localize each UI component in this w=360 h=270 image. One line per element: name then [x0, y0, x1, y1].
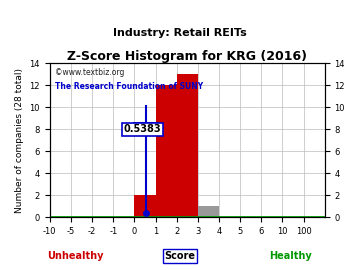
Text: The Research Foundation of SUNY: The Research Foundation of SUNY [55, 82, 203, 91]
Text: Score: Score [165, 251, 195, 261]
Text: ©www.textbiz.org: ©www.textbiz.org [55, 68, 125, 77]
Bar [156, 85, 177, 217]
Text: Industry: Retail REITs: Industry: Retail REITs [113, 28, 247, 38]
Text: Healthy: Healthy [269, 251, 311, 261]
Y-axis label: Number of companies (28 total): Number of companies (28 total) [15, 68, 24, 213]
Text: 0.5383: 0.5383 [124, 124, 161, 134]
Text: Unhealthy: Unhealthy [47, 251, 103, 261]
Title: Z-Score Histogram for KRG (2016): Z-Score Histogram for KRG (2016) [67, 50, 307, 63]
Bar [177, 74, 198, 217]
Bar [198, 206, 219, 217]
Bar [134, 195, 156, 217]
